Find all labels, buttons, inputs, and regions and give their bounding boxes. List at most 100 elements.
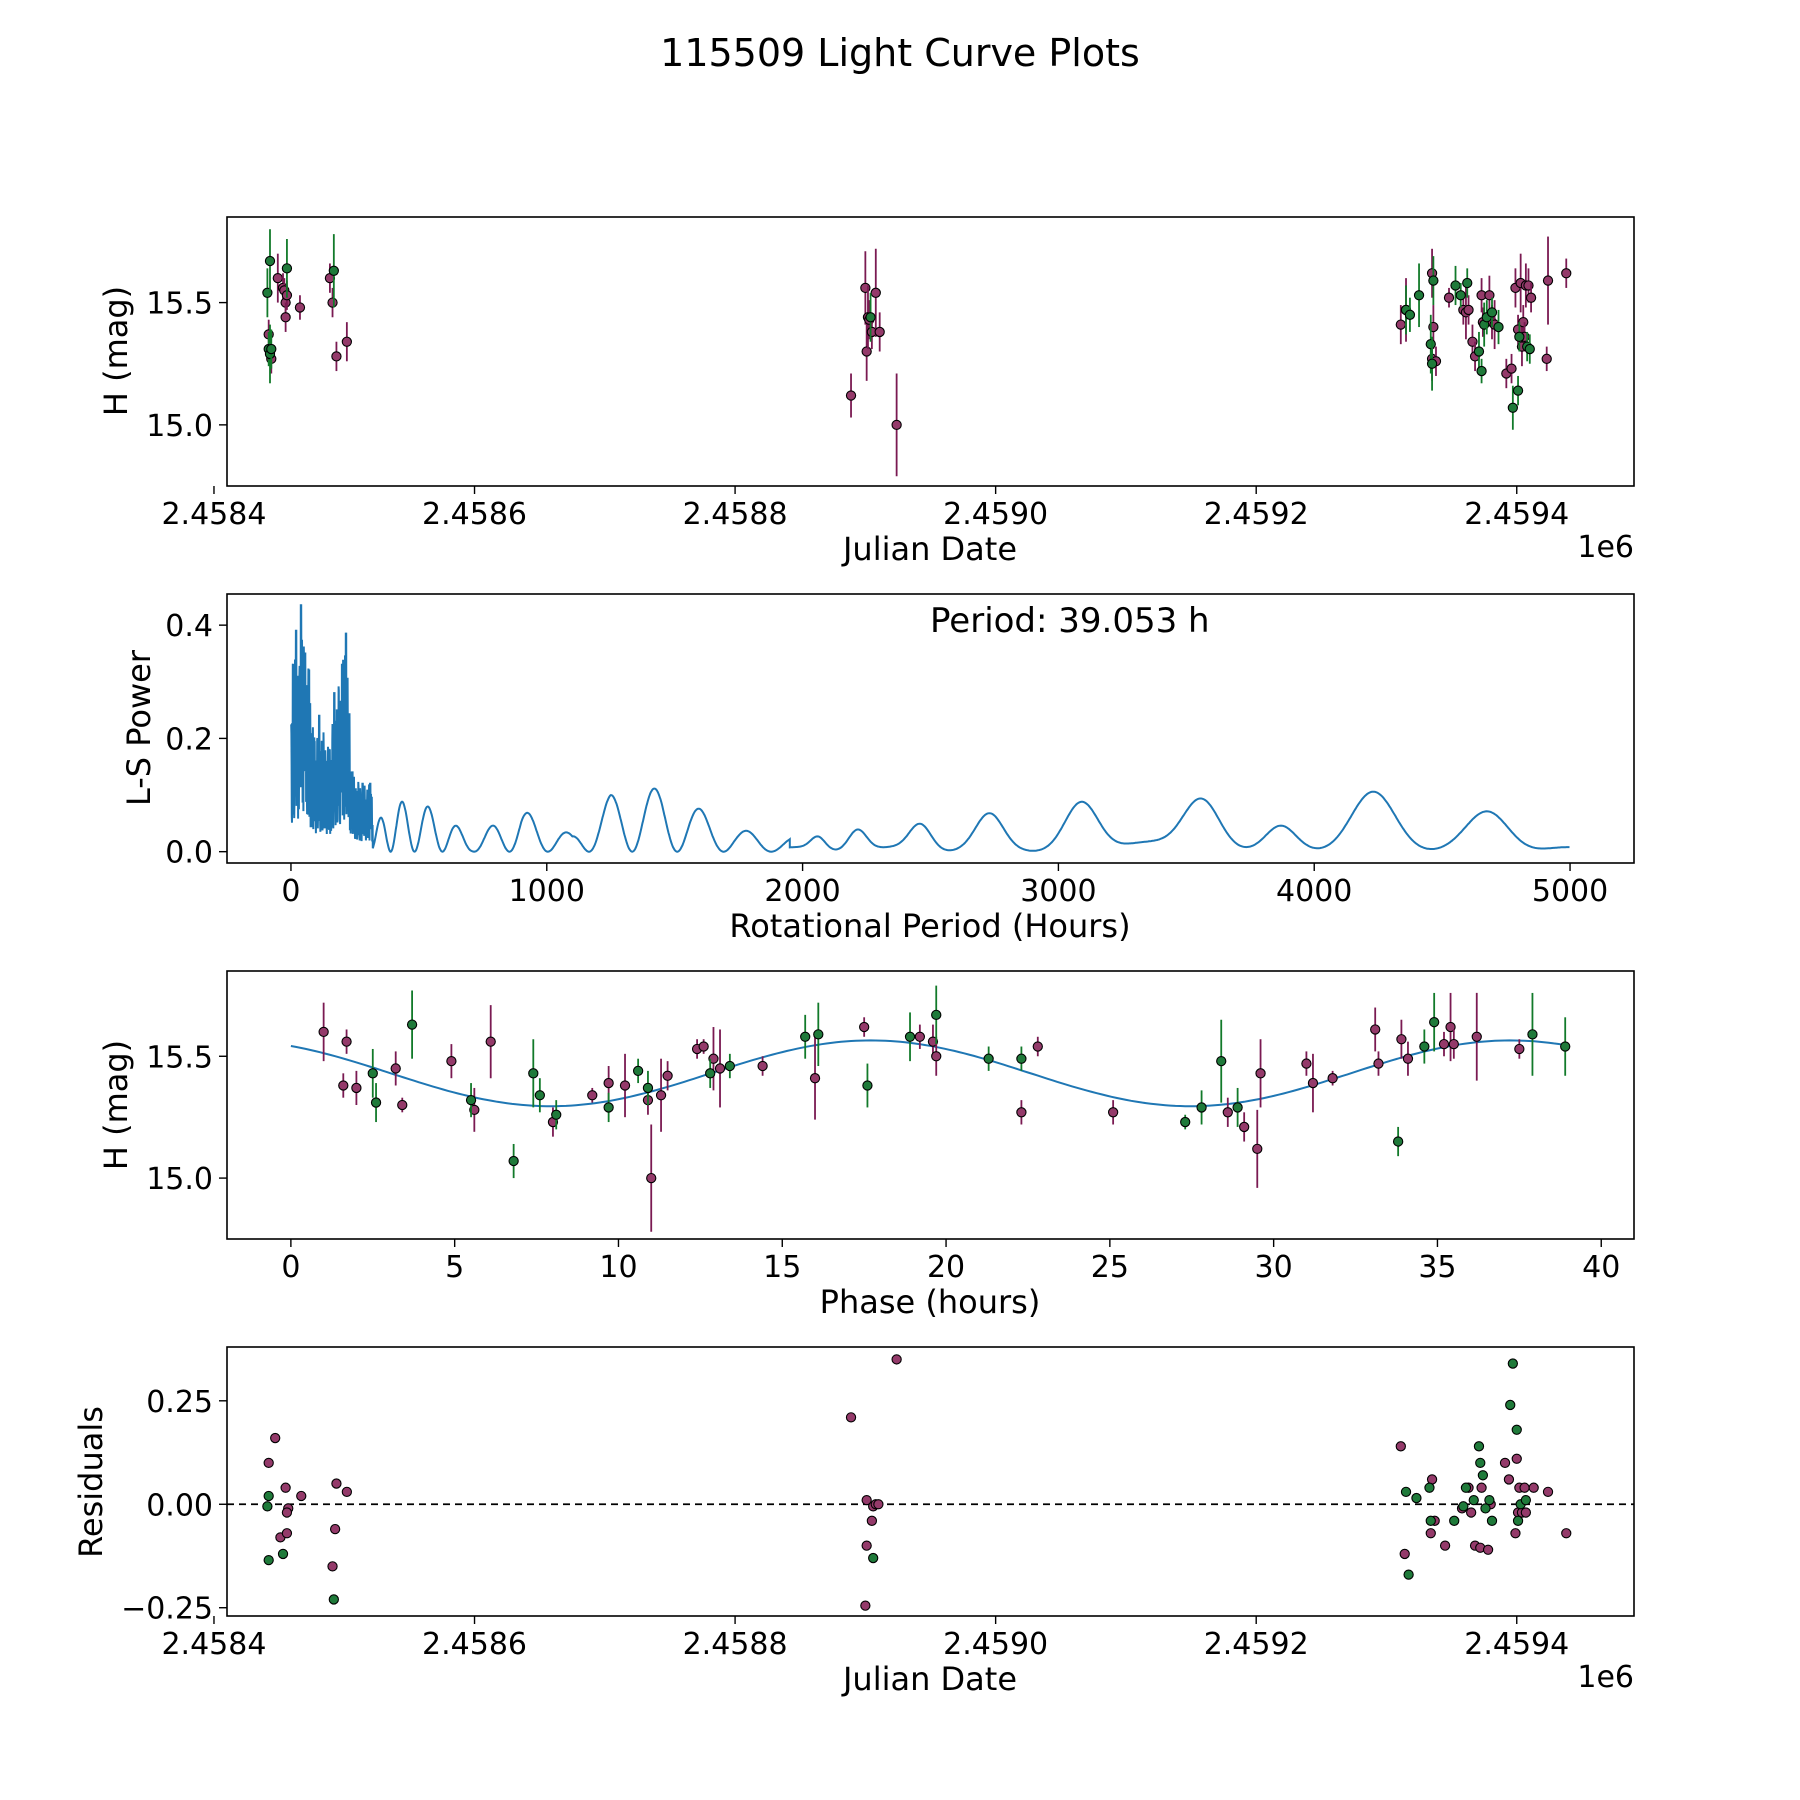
data-point-r (874, 326, 885, 338)
data-point-r (714, 1063, 726, 1074)
phase-folded-panel: 0 5 10 15 20 25 30 35 40 15.0 15.5 Phase (hours) H… (97, 970, 1635, 1321)
data-point-r (327, 1561, 338, 1572)
data-point-g (1511, 1424, 1522, 1435)
data-point-r (861, 1540, 872, 1551)
data-point-r (1307, 1077, 1319, 1089)
phase-folded-ticks: 0 5 10 15 20 25 30 35 40 15.0 15.5 (146, 1040, 1620, 1285)
data-point-g (262, 1501, 273, 1512)
data-point-r (281, 1528, 293, 1539)
periodogram-ylabel: L-S Power (120, 649, 158, 806)
y-tick-label: 0.2 (165, 722, 213, 757)
data-point-r (1528, 1482, 1539, 1493)
data-point-g (813, 1029, 824, 1040)
data-point-g (1484, 1494, 1495, 1506)
data-point-r (1514, 1043, 1525, 1055)
x-tick-label: 2.4586 (422, 497, 527, 532)
x-tick-label: 2000 (764, 874, 840, 909)
data-point-g (1449, 1515, 1460, 1526)
data-point-r (860, 1600, 871, 1611)
data-point-g (528, 1068, 539, 1079)
data-point-r (1506, 363, 1517, 374)
data-point-r (927, 1036, 939, 1047)
data-point-r (446, 1055, 457, 1067)
data-point-g (931, 1009, 942, 1021)
data-point-g (1196, 1102, 1207, 1113)
data-point-r (397, 1099, 408, 1111)
data-point-r (281, 1507, 293, 1518)
x-tick-label: 40 (1582, 1250, 1620, 1285)
x-tick-label: 2.4590 (943, 497, 1048, 532)
data-point-r (469, 1104, 480, 1116)
data-point-r (280, 1482, 291, 1493)
data-point-r (1510, 1528, 1521, 1539)
data-point-g (1429, 1017, 1440, 1028)
data-point-g (508, 1155, 519, 1167)
data-point-g (266, 343, 277, 355)
data-point-r (1503, 1474, 1515, 1485)
data-point-g (1232, 1102, 1243, 1113)
data-point-g (862, 1080, 873, 1091)
data-point-g (1527, 1029, 1538, 1040)
data-point-r (891, 1354, 902, 1365)
data-point-g (1413, 290, 1425, 301)
x-tick-label: 2.4592 (1204, 497, 1309, 532)
periodogram-plot-area (290, 604, 1570, 853)
data-point-r (845, 1412, 857, 1423)
data-point-r (329, 1523, 341, 1535)
data-point-r (1370, 1024, 1381, 1035)
light-curve-panel: 2.4584 2.4586 2.4588 2.4590 2.4592 2.4594 15.0… (97, 216, 1635, 568)
x-tick-label: 0 (281, 874, 300, 909)
data-point-r (263, 1457, 274, 1469)
periodogram-xlabel: Rotational Period (Hours) (729, 907, 1130, 945)
data-point-r (1395, 319, 1406, 330)
periodogram-frame (226, 593, 1635, 864)
data-point-g (1424, 1482, 1435, 1493)
data-point-r (1466, 1507, 1477, 1518)
data-point-g (263, 1554, 274, 1566)
y-tick-label: 15.5 (146, 1040, 213, 1075)
data-point-g (1462, 277, 1473, 289)
data-point-r (485, 1036, 496, 1047)
data-point-r (1425, 1528, 1436, 1539)
data-point-r (1301, 1058, 1312, 1069)
phase-folded-xlabel: Phase (hours) (820, 1283, 1041, 1321)
data-point-r (914, 1031, 926, 1042)
y-tick-label: 15.5 (146, 287, 213, 322)
light-curve-frame (226, 216, 1635, 487)
model-fit-line (290, 1039, 1569, 1108)
data-point-g (1455, 290, 1466, 301)
data-point-r (1561, 268, 1572, 279)
data-point-r (1395, 1441, 1406, 1452)
residuals-plot-area (227, 1354, 1634, 1611)
data-point-g (277, 1548, 289, 1560)
data-point-g (1426, 358, 1438, 369)
data-point-r (1482, 1544, 1494, 1555)
data-point-r (662, 1070, 673, 1081)
x-tick-label: 1000 (509, 874, 585, 909)
data-point-g (642, 1082, 654, 1094)
data-point-g (263, 1490, 274, 1502)
data-point-r (1402, 1053, 1414, 1064)
data-point-r (1438, 1038, 1450, 1050)
data-point-r (341, 336, 353, 347)
data-point-g (1460, 1482, 1472, 1493)
y-tick-label: 0.0 (165, 836, 213, 871)
data-point-r (1519, 1482, 1530, 1493)
residuals-x-offset: 1e6 (1577, 1660, 1634, 1695)
data-point-g (1520, 1494, 1532, 1506)
x-tick-label: 0 (281, 1250, 300, 1285)
x-tick-label: 2.4594 (1464, 497, 1569, 532)
data-point-r (1016, 1107, 1027, 1118)
data-point-g (1473, 346, 1485, 357)
data-point-r (296, 1490, 307, 1502)
data-point-g (1512, 385, 1524, 396)
x-tick-label: 2.4588 (683, 1627, 788, 1662)
data-point-r (1541, 353, 1552, 364)
data-point-g (1404, 309, 1416, 320)
data-point-r (1476, 1482, 1487, 1493)
data-point-g (1493, 321, 1504, 333)
data-point-g (705, 1068, 716, 1079)
data-point-g (1458, 1501, 1469, 1512)
data-point-r (1399, 1548, 1410, 1560)
